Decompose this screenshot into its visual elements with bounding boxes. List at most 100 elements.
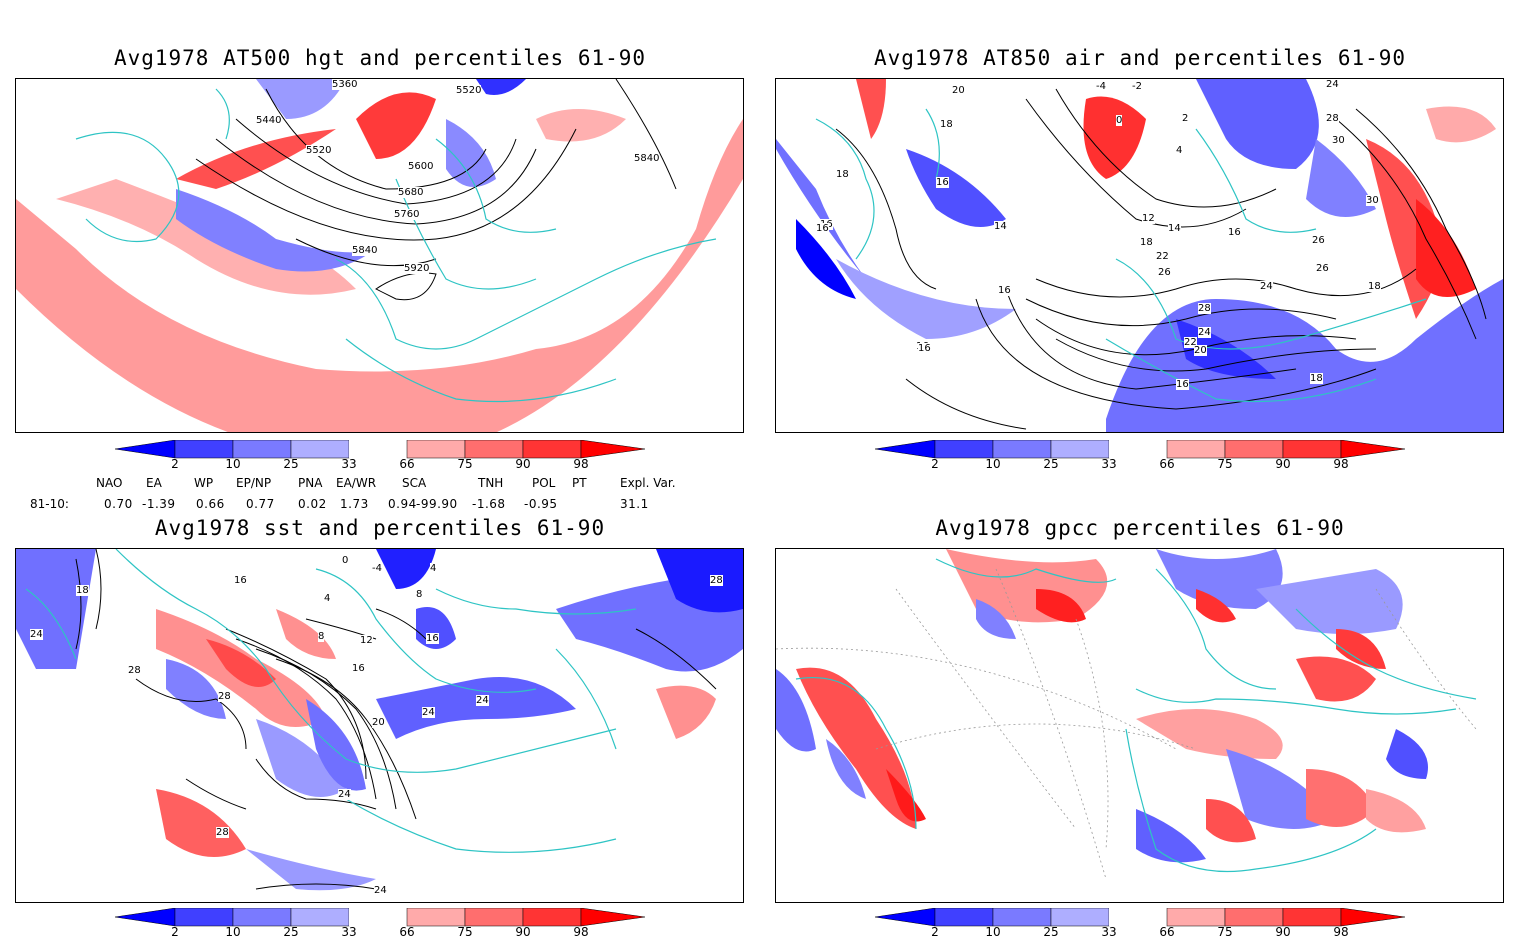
panel-title-sst: Avg1978 sst and percentiles 61-90 xyxy=(154,516,606,540)
colorbar-tick-label: 90 xyxy=(515,457,531,471)
colorbar-tick-label: 2 xyxy=(931,457,939,471)
map-gpcc xyxy=(776,549,1477,880)
colorbar-swatch xyxy=(1224,439,1284,459)
colorbar-tick-label: 98 xyxy=(573,925,589,939)
colorbar-tick-label: 98 xyxy=(1333,457,1349,471)
contour-label: 24 xyxy=(1198,327,1211,338)
contour-label: -4 xyxy=(1096,81,1106,92)
colorbar-tick-label: 10 xyxy=(985,457,1001,471)
index-header: EA/WR xyxy=(336,476,377,490)
colorbar-swatch xyxy=(580,439,646,459)
colorbar-tick-label: 90 xyxy=(515,925,531,939)
index-value: 1.73 xyxy=(340,497,369,511)
contour-label: 18 xyxy=(1368,281,1381,292)
contour-label: 24 xyxy=(476,695,489,706)
index-value: 0.02 xyxy=(298,497,327,511)
colorbar-tick-label: 66 xyxy=(1159,925,1175,939)
colorbar-swatch xyxy=(934,907,994,927)
contour-label: 4 xyxy=(324,593,331,604)
colorbar-swatch xyxy=(290,439,350,459)
contour-label: 18 xyxy=(1310,373,1323,384)
panel-title-hgt: Avg1978 AT500 hgt and percentiles 61-90 xyxy=(113,46,647,70)
colorbar-tick-label: 75 xyxy=(457,457,473,471)
colorbar-tick-label: 25 xyxy=(283,925,299,939)
colorbar-swatch xyxy=(1109,440,1167,458)
index-header: PT xyxy=(572,476,587,490)
contour-label: 16 xyxy=(918,343,931,354)
contour-label: 8 xyxy=(318,631,325,642)
contour-label: 5840 xyxy=(352,245,378,256)
colorbar-swatch xyxy=(934,439,994,459)
index-header: PNA xyxy=(298,476,323,490)
index-value: -99.90 xyxy=(416,497,458,511)
colorbar-swatch xyxy=(992,439,1052,459)
colorbar-swatch xyxy=(992,907,1052,927)
colorbar-swatch xyxy=(349,440,407,458)
contour-label: 18 xyxy=(940,119,953,130)
colorbar-tick-label: 10 xyxy=(225,925,241,939)
map-panel-air[interactable]: -4 -2 20 18 0 2 4 18 16 16 14 14 12 16 1… xyxy=(775,78,1504,433)
index-value: 0.70 xyxy=(104,497,133,511)
colorbar-tick-label: 90 xyxy=(1275,457,1291,471)
colorbar-sst: 2 10 25 33 66 75 90 98 xyxy=(114,907,646,940)
colorbar-swatch xyxy=(232,907,292,927)
colorbar-tick-label: 90 xyxy=(1275,925,1291,939)
colorbar-swatch xyxy=(522,907,582,927)
contour-label: 5600 xyxy=(408,161,434,172)
contour-label: 12 xyxy=(1142,213,1155,224)
contour-label: 16 xyxy=(426,633,439,644)
colorbar-swatch xyxy=(1340,439,1406,459)
index-value: 31.1 xyxy=(620,497,649,511)
colorbar-swatch xyxy=(174,907,234,927)
contour-label: 20 xyxy=(1194,345,1207,356)
map-sst xyxy=(16,549,743,891)
colorbar-swatch xyxy=(174,439,234,459)
contour-label: 28 xyxy=(218,691,231,702)
contour-label: 12 xyxy=(360,635,373,646)
colorbar-swatch xyxy=(1282,439,1342,459)
colorbar-tick-label: 10 xyxy=(985,925,1001,939)
contour-label: 16 xyxy=(1228,227,1241,238)
colorbar-tick-label: 25 xyxy=(1043,457,1059,471)
map-panel-hgt[interactable]: 5360 5520 5440 5520 5600 5680 5760 5840 … xyxy=(15,78,744,433)
colorbar-swatch xyxy=(406,439,466,459)
index-value: 0.94 xyxy=(388,497,417,511)
index-header: NAO xyxy=(96,476,123,490)
panel-title-gpcc: Avg1978 gpcc percentiles 61-90 xyxy=(935,516,1345,540)
map-panel-sst[interactable]: 18 16 24 28 28 4 8 12 16 20 24 24 24 28 … xyxy=(15,548,744,903)
index-header: SCA xyxy=(402,476,427,490)
colorbar-tick-label: 75 xyxy=(1217,457,1233,471)
colorbar-air: 2 10 25 33 66 75 90 98 xyxy=(874,439,1406,476)
colorbar-tick-label: 2 xyxy=(931,925,939,939)
colorbar-gpcc: 2 10 25 33 66 75 90 98 xyxy=(874,907,1406,940)
colorbar-swatch xyxy=(1282,907,1342,927)
colorbar-swatch xyxy=(406,907,466,927)
index-value: 0.66 xyxy=(196,497,225,511)
contour-label: 28 xyxy=(216,827,229,838)
contour-label: 5440 xyxy=(256,115,282,126)
colorbar-tick-label: 2 xyxy=(171,925,179,939)
contour-label: 8 xyxy=(416,589,423,600)
index-header: Expl. Var. xyxy=(620,476,676,490)
contour-label: 14 xyxy=(1168,223,1181,234)
map-panel-gpcc[interactable] xyxy=(775,548,1504,903)
colorbar-swatch xyxy=(1050,907,1110,927)
contour-label: 22 xyxy=(1184,337,1197,348)
colorbar-swatch xyxy=(1340,907,1406,927)
colorbar-tick-label: 75 xyxy=(1217,925,1233,939)
index-header: TNH xyxy=(478,476,504,490)
contour-label: 28 xyxy=(1198,303,1211,314)
contour-label: 0 xyxy=(1116,115,1123,126)
index-header: POL xyxy=(532,476,556,490)
contour-label: 16 xyxy=(816,223,829,234)
colorbar-swatch xyxy=(580,907,646,927)
colorbar-tick-label: 25 xyxy=(1043,925,1059,939)
contour-label: 30 xyxy=(1366,195,1379,206)
colorbar-swatch xyxy=(1224,907,1284,927)
colorbar-swatch xyxy=(1166,907,1226,927)
contour-label: 5520 xyxy=(456,85,482,96)
contour-label: 5920 xyxy=(404,263,430,274)
index-value: -1.39 xyxy=(142,497,176,511)
contour-label: 24 xyxy=(338,789,351,800)
contour-label: 28 xyxy=(128,665,141,676)
